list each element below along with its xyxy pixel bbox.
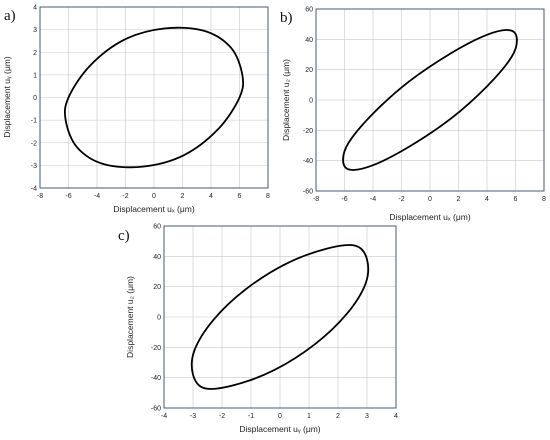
y-tick-label: 0 [33, 95, 37, 102]
x-tick-label: 8 [266, 193, 270, 200]
series-line [190, 244, 370, 390]
x-tick-label: -4 [370, 196, 376, 203]
x-tick-label: -4 [94, 193, 100, 200]
y-tick-label: -4 [31, 186, 37, 193]
plot-frame [315, 8, 545, 192]
y-tick-label: 0 [309, 98, 313, 105]
x-tick-label: 4 [394, 413, 398, 420]
plot-frame [163, 225, 397, 409]
x-tick-label: -6 [65, 193, 71, 200]
x-tick-label: -2 [219, 413, 225, 420]
panel-label: c) [118, 228, 130, 244]
y-tick-label: 20 [305, 67, 313, 74]
plot-frame [39, 6, 269, 189]
x-tick-label: 2 [336, 413, 340, 420]
x-tick-label: 6 [514, 196, 518, 203]
x-tick-label: -3 [190, 413, 196, 420]
y-tick-label: 1 [33, 72, 37, 79]
x-axis-label: Displacement uₓ (μm) [113, 204, 195, 214]
x-tick-label: -8 [37, 193, 43, 200]
x-tick-label: 8 [542, 196, 546, 203]
x-tick-label: 1 [307, 413, 311, 420]
y-tick-label: 2 [33, 50, 37, 57]
panel-label: a) [4, 8, 16, 24]
y-axis-label: Displacement uᵧ (μm) [2, 56, 12, 137]
y-tick-label: 4 [33, 5, 37, 12]
y-tick-label: -20 [303, 128, 313, 135]
y-tick-label: -3 [31, 163, 37, 170]
y-tick-label: -60 [303, 189, 313, 196]
y-tick-label: -60 [151, 406, 161, 413]
y-tick-label: 3 [33, 27, 37, 34]
x-tick-label: 0 [278, 413, 282, 420]
y-tick-label: 60 [153, 224, 161, 231]
x-tick-label: -2 [122, 193, 128, 200]
chart-panel-2: -8 -6 -4 -2 0 2 4 6 8-60-40-200204060Displacemen… [280, 7, 546, 223]
y-tick-label: -20 [151, 345, 161, 352]
x-tick-label: 4 [485, 196, 489, 203]
y-tick-label: -1 [31, 118, 37, 125]
x-tick-label: -6 [341, 196, 347, 203]
x-axis-label: Displacement uᵧ (μm) [239, 424, 320, 434]
panel-label: b) [280, 10, 293, 26]
x-axis-label: Displacement uₓ (μm) [389, 212, 471, 222]
y-axis-label: Displacement u₂ (μm) [281, 59, 291, 141]
x-tick-label: -4 [161, 413, 167, 420]
x-tick-label: 6 [238, 193, 242, 200]
x-tick-label: 0 [428, 196, 432, 203]
series-line [63, 26, 245, 169]
x-tick-label: 0 [152, 193, 156, 200]
x-tick-label: 2 [181, 193, 185, 200]
x-tick-label: -8 [313, 196, 319, 203]
x-tick-label: 2 [457, 196, 461, 203]
y-tick-label: -40 [151, 375, 161, 382]
chart-panel-3: -4 -3 -2 -1 0 1 2 3 4 -60 -40 -20 0 20 40 60 Displacemen… [118, 224, 398, 435]
y-tick-label: 40 [305, 37, 313, 44]
y-tick-label: 20 [153, 284, 161, 291]
y-tick-label: 0 [157, 315, 161, 322]
y-tick-label: -40 [303, 158, 313, 165]
y-tick-label: 40 [153, 254, 161, 261]
x-tick-label: 3 [365, 413, 369, 420]
x-tick-label: -1 [248, 413, 254, 420]
series-line [342, 29, 518, 171]
x-tick-label: 4 [209, 193, 213, 200]
y-axis-label: Displacement u₂ (μm) [125, 276, 135, 358]
chart-panel-1: -8 -6 -4 -2 0 2 4 6 8 -4 -3 -2 -1 0 1 2 3 4 Displacement u… [2, 5, 270, 215]
x-tick-label: -2 [398, 196, 404, 203]
y-tick-label: 60 [305, 7, 313, 14]
y-tick-label: -2 [31, 140, 37, 147]
